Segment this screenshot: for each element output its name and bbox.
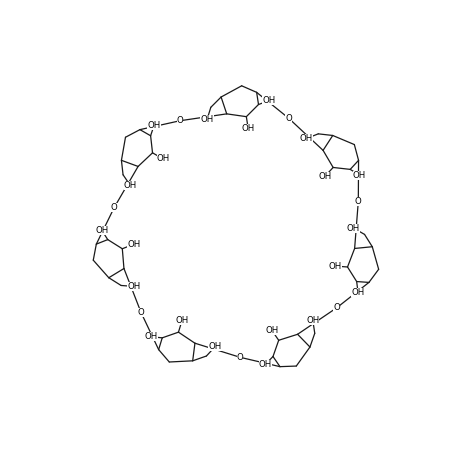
Text: OH: OH	[127, 282, 140, 291]
Text: OH: OH	[318, 172, 331, 181]
Text: O: O	[237, 353, 244, 362]
Text: OH: OH	[124, 181, 137, 190]
Text: OH: OH	[95, 226, 109, 235]
Text: OH: OH	[300, 134, 313, 143]
Text: OH: OH	[306, 316, 319, 325]
Text: O: O	[138, 308, 145, 317]
Text: OH: OH	[328, 262, 342, 271]
Text: OH: OH	[262, 96, 275, 105]
Text: OH: OH	[156, 154, 170, 164]
Text: O: O	[285, 113, 292, 122]
Text: OH: OH	[351, 288, 365, 297]
Text: O: O	[177, 116, 183, 125]
Text: O: O	[333, 303, 340, 312]
Text: OH: OH	[242, 124, 255, 133]
Text: O: O	[111, 203, 118, 212]
Text: OH: OH	[353, 171, 366, 180]
Text: OH: OH	[259, 360, 272, 369]
Text: OH: OH	[265, 325, 278, 335]
Text: OH: OH	[147, 121, 161, 130]
Text: OH: OH	[175, 316, 189, 325]
Text: OH: OH	[209, 342, 222, 351]
Text: OH: OH	[127, 240, 140, 249]
Text: OH: OH	[145, 332, 158, 341]
Text: O: O	[355, 197, 362, 206]
Text: OH: OH	[347, 224, 360, 233]
Text: OH: OH	[201, 115, 214, 124]
